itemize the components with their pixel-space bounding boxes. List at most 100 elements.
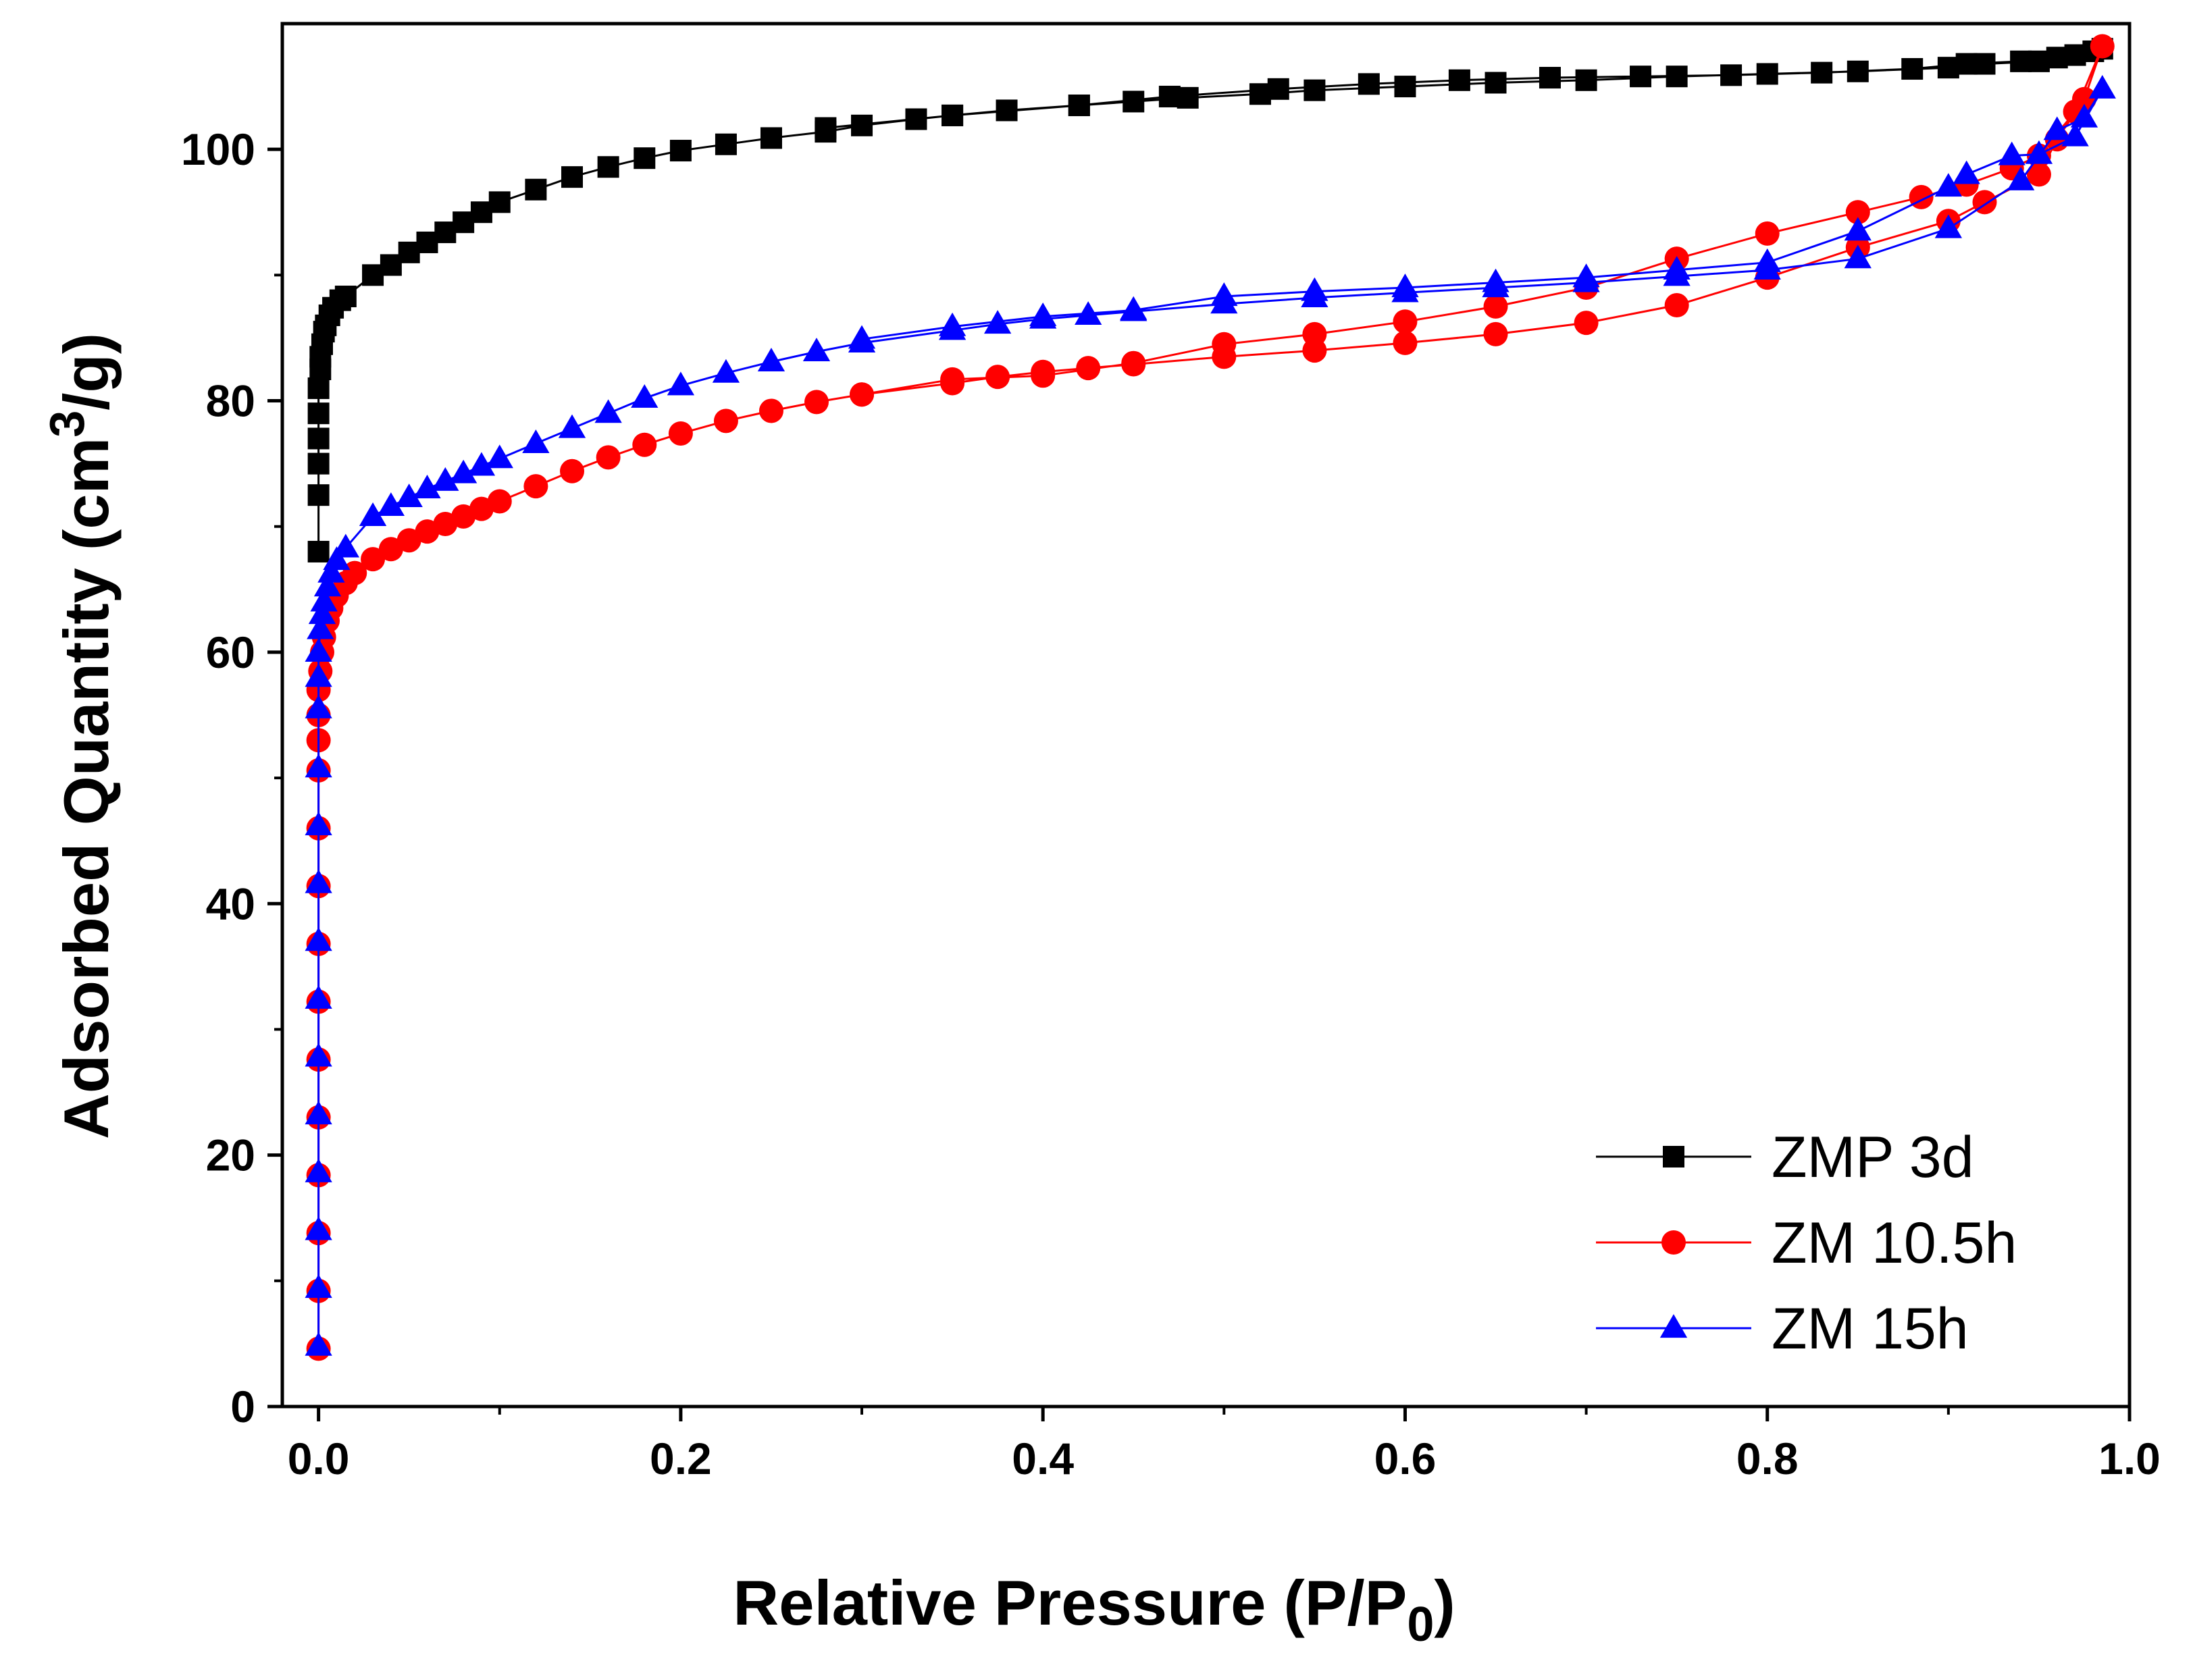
data-point: [1753, 248, 1781, 272]
data-point: [305, 1332, 332, 1356]
data-point: [522, 429, 550, 453]
data-point: [2028, 50, 2050, 72]
data-point: [632, 432, 657, 457]
data-point: [313, 573, 342, 597]
data-point: [1483, 321, 1508, 346]
data-point: [1267, 78, 1289, 100]
data-point: [359, 502, 387, 526]
data-point: [1630, 65, 1652, 88]
data-point: [1448, 69, 1470, 91]
data-point: [1304, 79, 1326, 101]
x-axis-title-main: Relative Pressure (P/P: [733, 1567, 1407, 1638]
data-point: [596, 445, 621, 470]
data-point: [1123, 90, 1145, 113]
data-point: [305, 1101, 332, 1125]
data-point: [667, 371, 695, 396]
data-point: [1539, 67, 1561, 89]
x-axis-title-close: ): [1434, 1567, 1455, 1638]
data-point: [332, 533, 360, 558]
data-point: [715, 133, 737, 155]
data-point: [317, 558, 345, 583]
data-point: [305, 694, 332, 718]
data-point: [1937, 57, 1959, 79]
data-point: [1572, 263, 1600, 288]
x-tick-label: 0.8: [1736, 1434, 1799, 1484]
data-point: [305, 1043, 332, 1067]
y-axis-title: Adsorbed Quantity (cm3/g): [41, 333, 122, 1139]
data-point: [1068, 95, 1090, 117]
series-line: [317, 47, 2103, 552]
data-point: [850, 382, 875, 407]
legend-label: ZMP 3d: [1772, 1125, 1974, 1190]
data-point: [1934, 173, 1963, 197]
data-point: [1177, 86, 1199, 109]
data-point: [669, 140, 692, 162]
series-zmp-3d: [307, 38, 2113, 562]
data-point: [1121, 350, 1146, 375]
data-point: [597, 156, 619, 178]
legend-marker: [1659, 1314, 1688, 1338]
data-point: [1845, 200, 1870, 225]
legend-label: ZM 15h: [1772, 1296, 1969, 1361]
data-point: [305, 812, 332, 835]
data-point: [815, 117, 837, 139]
data-point: [1720, 64, 1743, 86]
data-point: [1394, 76, 1416, 98]
data-point: [1393, 330, 1418, 355]
y-tick-label: 60: [206, 627, 255, 677]
x-axis-title: Relative Pressure (P/P0): [733, 1567, 1455, 1652]
legend-label: ZM 10.5h: [1772, 1211, 2017, 1276]
data-point: [1302, 321, 1327, 346]
data-point: [1158, 85, 1181, 107]
data-point: [449, 459, 478, 483]
data-point: [1756, 63, 1778, 85]
data-point: [1847, 60, 1869, 82]
data-point: [307, 427, 330, 450]
x-tick-label: 0.2: [650, 1434, 712, 1484]
data-point: [760, 127, 782, 149]
x-tick-label: 0.4: [1012, 1434, 1074, 1484]
data-point: [307, 452, 330, 475]
data-point: [434, 221, 457, 244]
data-point: [2007, 166, 2035, 190]
data-point: [1575, 69, 1597, 91]
data-point: [342, 560, 367, 585]
data-point: [305, 1158, 332, 1182]
data-point: [1666, 65, 1688, 88]
data-point: [940, 367, 965, 392]
data-point: [432, 467, 459, 491]
data-point: [305, 754, 332, 778]
data-point: [996, 99, 1018, 122]
y-tick-label: 20: [206, 1130, 255, 1180]
data-point: [1391, 273, 1419, 298]
data-point: [1901, 58, 1924, 80]
x-tick-label: 0.0: [288, 1434, 350, 1484]
data-point: [525, 178, 547, 201]
series-zm-10-5h: [306, 34, 2115, 1361]
data-point: [594, 399, 622, 423]
data-point: [305, 663, 332, 687]
data-point: [305, 1216, 332, 1240]
data-point: [307, 377, 330, 399]
data-point: [802, 338, 831, 362]
data-point: [2064, 44, 2086, 66]
data-point: [1664, 293, 1689, 318]
data-point: [305, 638, 332, 662]
data-point: [1483, 294, 1508, 319]
data-point: [488, 191, 511, 213]
data-point: [1029, 302, 1057, 326]
data-point: [1393, 309, 1418, 334]
data-point: [2070, 103, 2098, 128]
data-point: [361, 547, 386, 572]
y-tick-label: 100: [181, 124, 255, 174]
data-point: [395, 483, 423, 508]
x-tick-label: 1.0: [2098, 1434, 2161, 1484]
data-point: [851, 114, 873, 136]
data-point: [305, 927, 332, 951]
data-point: [848, 325, 876, 349]
data-point: [1953, 160, 1980, 184]
data-point: [307, 484, 330, 506]
data-point: [362, 264, 384, 286]
data-point: [305, 869, 332, 893]
data-point: [453, 211, 475, 234]
